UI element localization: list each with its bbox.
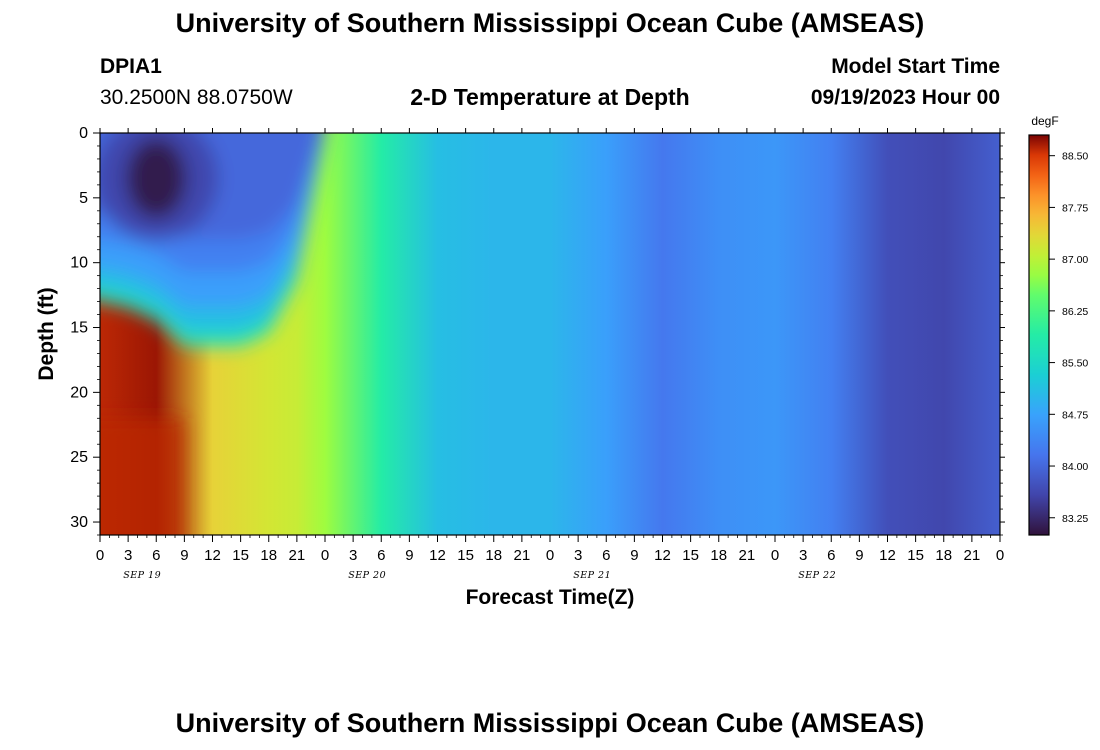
x-tick-label: 18 — [485, 547, 502, 564]
colorbar-tick-label: 88.50 — [1062, 151, 1088, 163]
model-start-label: Model Start Time — [831, 55, 1000, 78]
x-tick-label: 0 — [321, 547, 329, 564]
x-tick-label: 0 — [96, 547, 104, 564]
colorbar-unit: degF — [1031, 114, 1058, 128]
y-tick-label: 20 — [70, 384, 88, 401]
y-tick-label: 15 — [70, 320, 88, 337]
x-tick-label: 3 — [349, 547, 357, 564]
x-tick-label: 3 — [799, 547, 807, 564]
colorbar-tick-label: 85.50 — [1062, 358, 1088, 370]
colorbar-tick-label: 84.00 — [1062, 461, 1088, 473]
colorbar-tick-label: 84.75 — [1062, 409, 1088, 421]
date-label: SEP 22 — [798, 570, 836, 581]
colorbar-tick-label: 87.75 — [1062, 202, 1088, 214]
x-tick-label: 15 — [682, 547, 699, 564]
colorbar-strip — [1028, 134, 1050, 536]
heatmap-area — [100, 133, 1000, 535]
heatmap-features — [100, 133, 325, 535]
x-tick-label: 15 — [907, 547, 924, 564]
x-tick-label: 9 — [630, 547, 638, 564]
x-tick-label: 15 — [232, 547, 249, 564]
colorbar-tick-label: 87.00 — [1062, 254, 1088, 266]
plot-title: 2-D Temperature at Depth — [410, 84, 690, 110]
x-tick-label: 0 — [546, 547, 554, 564]
footer-title: University of Southern Mississippi Ocean… — [175, 708, 925, 738]
date-label: SEP 21 — [573, 570, 611, 581]
x-tick-label: 6 — [827, 547, 835, 564]
x-tick-label: 21 — [964, 547, 981, 564]
y-tick-label: 25 — [70, 449, 88, 466]
x-tick-label: 0 — [771, 547, 779, 564]
x-tick-label: 9 — [855, 547, 863, 564]
date-label: SEP 19 — [123, 570, 161, 581]
y-tick-label: 30 — [70, 514, 88, 531]
y-axis-label: Depth (ft) — [35, 287, 58, 380]
cold-core-inner — [126, 138, 187, 219]
x-tick-label: 0 — [996, 547, 1004, 564]
station-coords: 30.2500N 88.0750W — [100, 86, 293, 109]
x-tick-label: 12 — [429, 547, 446, 564]
x-tick-label: 12 — [204, 547, 221, 564]
model-start-value: 09/19/2023 Hour 00 — [810, 86, 1000, 109]
x-tick-label: 9 — [180, 547, 188, 564]
station-id: DPIA1 — [100, 55, 162, 78]
x-tick-label: 15 — [457, 547, 474, 564]
x-tick-label: 6 — [602, 547, 610, 564]
page-title: University of Southern Mississippi Ocean… — [175, 8, 925, 38]
date-label: SEP 20 — [348, 570, 386, 581]
x-tick-label: 6 — [377, 547, 385, 564]
x-tick-label: 21 — [289, 547, 306, 564]
y-tick-label: 10 — [70, 255, 88, 272]
x-tick-label: 12 — [879, 547, 896, 564]
colorbar: degF 88.50 87.75 87.00 86.25 85.50 84.75 84.00… — [1028, 114, 1088, 536]
x-tick-label: 6 — [152, 547, 160, 564]
warm-deep-patch — [100, 418, 185, 535]
x-tick-label: 18 — [935, 547, 952, 564]
x-tick-label: 21 — [514, 547, 531, 564]
x-tick-label: 18 — [260, 547, 277, 564]
axes: 0 3 6 9 12 15 18 21 0 3 6 9 12 15 18 21 0 3 6 9 12 15 18 21 0 3 6 9… — [70, 125, 1005, 581]
y-tick-label: 0 — [79, 125, 88, 142]
colorbar-tick-label: 86.25 — [1062, 306, 1088, 318]
x-tick-label: 12 — [654, 547, 671, 564]
colorbar-tick-label: 83.25 — [1062, 513, 1088, 525]
y-tick-label: 5 — [79, 190, 88, 207]
x-tick-label: 9 — [405, 547, 413, 564]
x-tick-label: 18 — [710, 547, 727, 564]
x-tick-label: 21 — [739, 547, 756, 564]
x-tick-label: 3 — [574, 547, 582, 564]
x-tick-label: 3 — [124, 547, 132, 564]
x-axis-label: Forecast Time(Z) — [466, 586, 635, 609]
